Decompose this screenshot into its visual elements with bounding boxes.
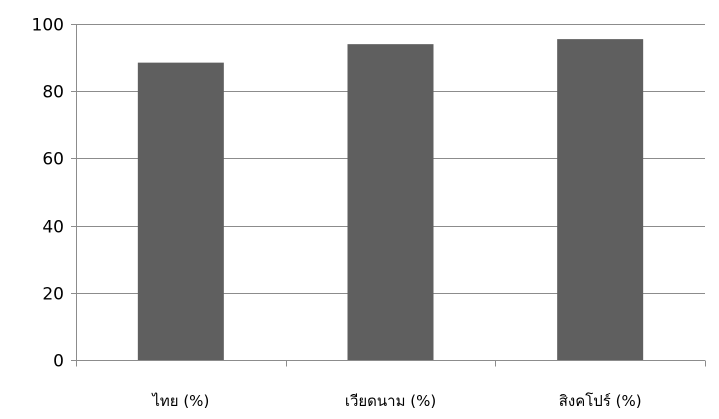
- y-tick-labels: 0 20 40 60 80 100: [32, 16, 64, 372]
- bar-3: [557, 39, 644, 361]
- x-category-label: ไทย (%): [151, 392, 209, 410]
- bars: [137, 39, 644, 361]
- y-tick-label: 40: [42, 218, 64, 238]
- y-tick-label: 100: [32, 16, 64, 36]
- axes: [71, 24, 706, 367]
- y-tick-label: 20: [42, 285, 64, 305]
- bar-1: [137, 62, 224, 360]
- bar-2: [347, 44, 434, 360]
- x-tick-labels: ไทย (%) เวียดนาม (%) สิงคโปร์ (%): [151, 392, 641, 410]
- x-category-label: เวียดนาม (%): [345, 392, 436, 410]
- y-tick-label: 0: [53, 352, 64, 372]
- y-tick-label: 80: [42, 83, 64, 103]
- y-tick-label: 60: [42, 150, 64, 170]
- x-category-label: สิงคโปร์ (%): [559, 392, 642, 410]
